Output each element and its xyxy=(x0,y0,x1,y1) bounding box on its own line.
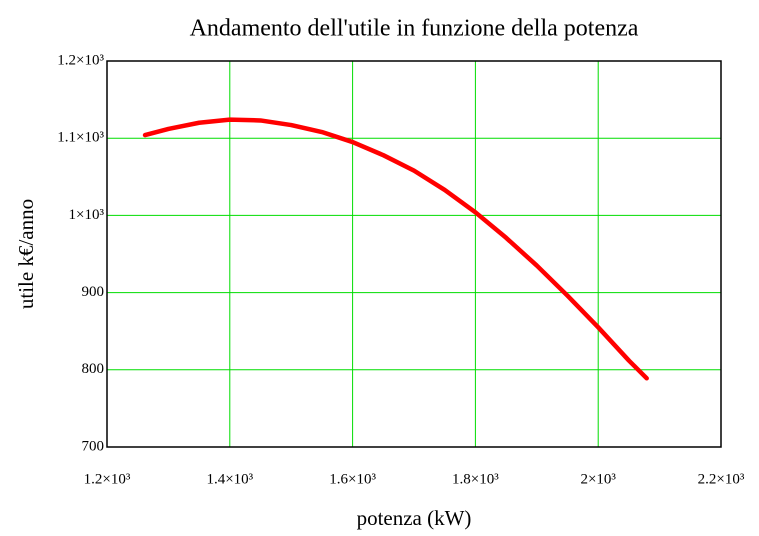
y-axis-label: utile k€/anno xyxy=(14,199,38,309)
y-tick-label: 1.1×10³ xyxy=(57,130,104,146)
plot-frame xyxy=(106,60,722,448)
x-tick-label: 2×10³ xyxy=(580,471,616,487)
x-tick-label: 1.6×10³ xyxy=(329,471,376,487)
y-tick-label: 700 xyxy=(82,438,105,454)
y-tick-label: 900 xyxy=(82,284,105,300)
y-tick-label: 1.2×10³ xyxy=(57,52,104,68)
x-tick-label: 2.2×10³ xyxy=(698,471,745,487)
data-line xyxy=(142,117,649,381)
y-tick-label: 800 xyxy=(82,361,105,377)
x-tick-label: 1.8×10³ xyxy=(452,471,499,487)
x-axis-label: potenza (kW) xyxy=(357,506,472,530)
y-tick-label: 1×10³ xyxy=(69,207,105,223)
chart-title: Andamento dell'utile in funzione della p… xyxy=(190,16,639,42)
x-tick-label: 1.4×10³ xyxy=(206,471,253,487)
x-tick-label: 1.2×10³ xyxy=(84,471,131,487)
